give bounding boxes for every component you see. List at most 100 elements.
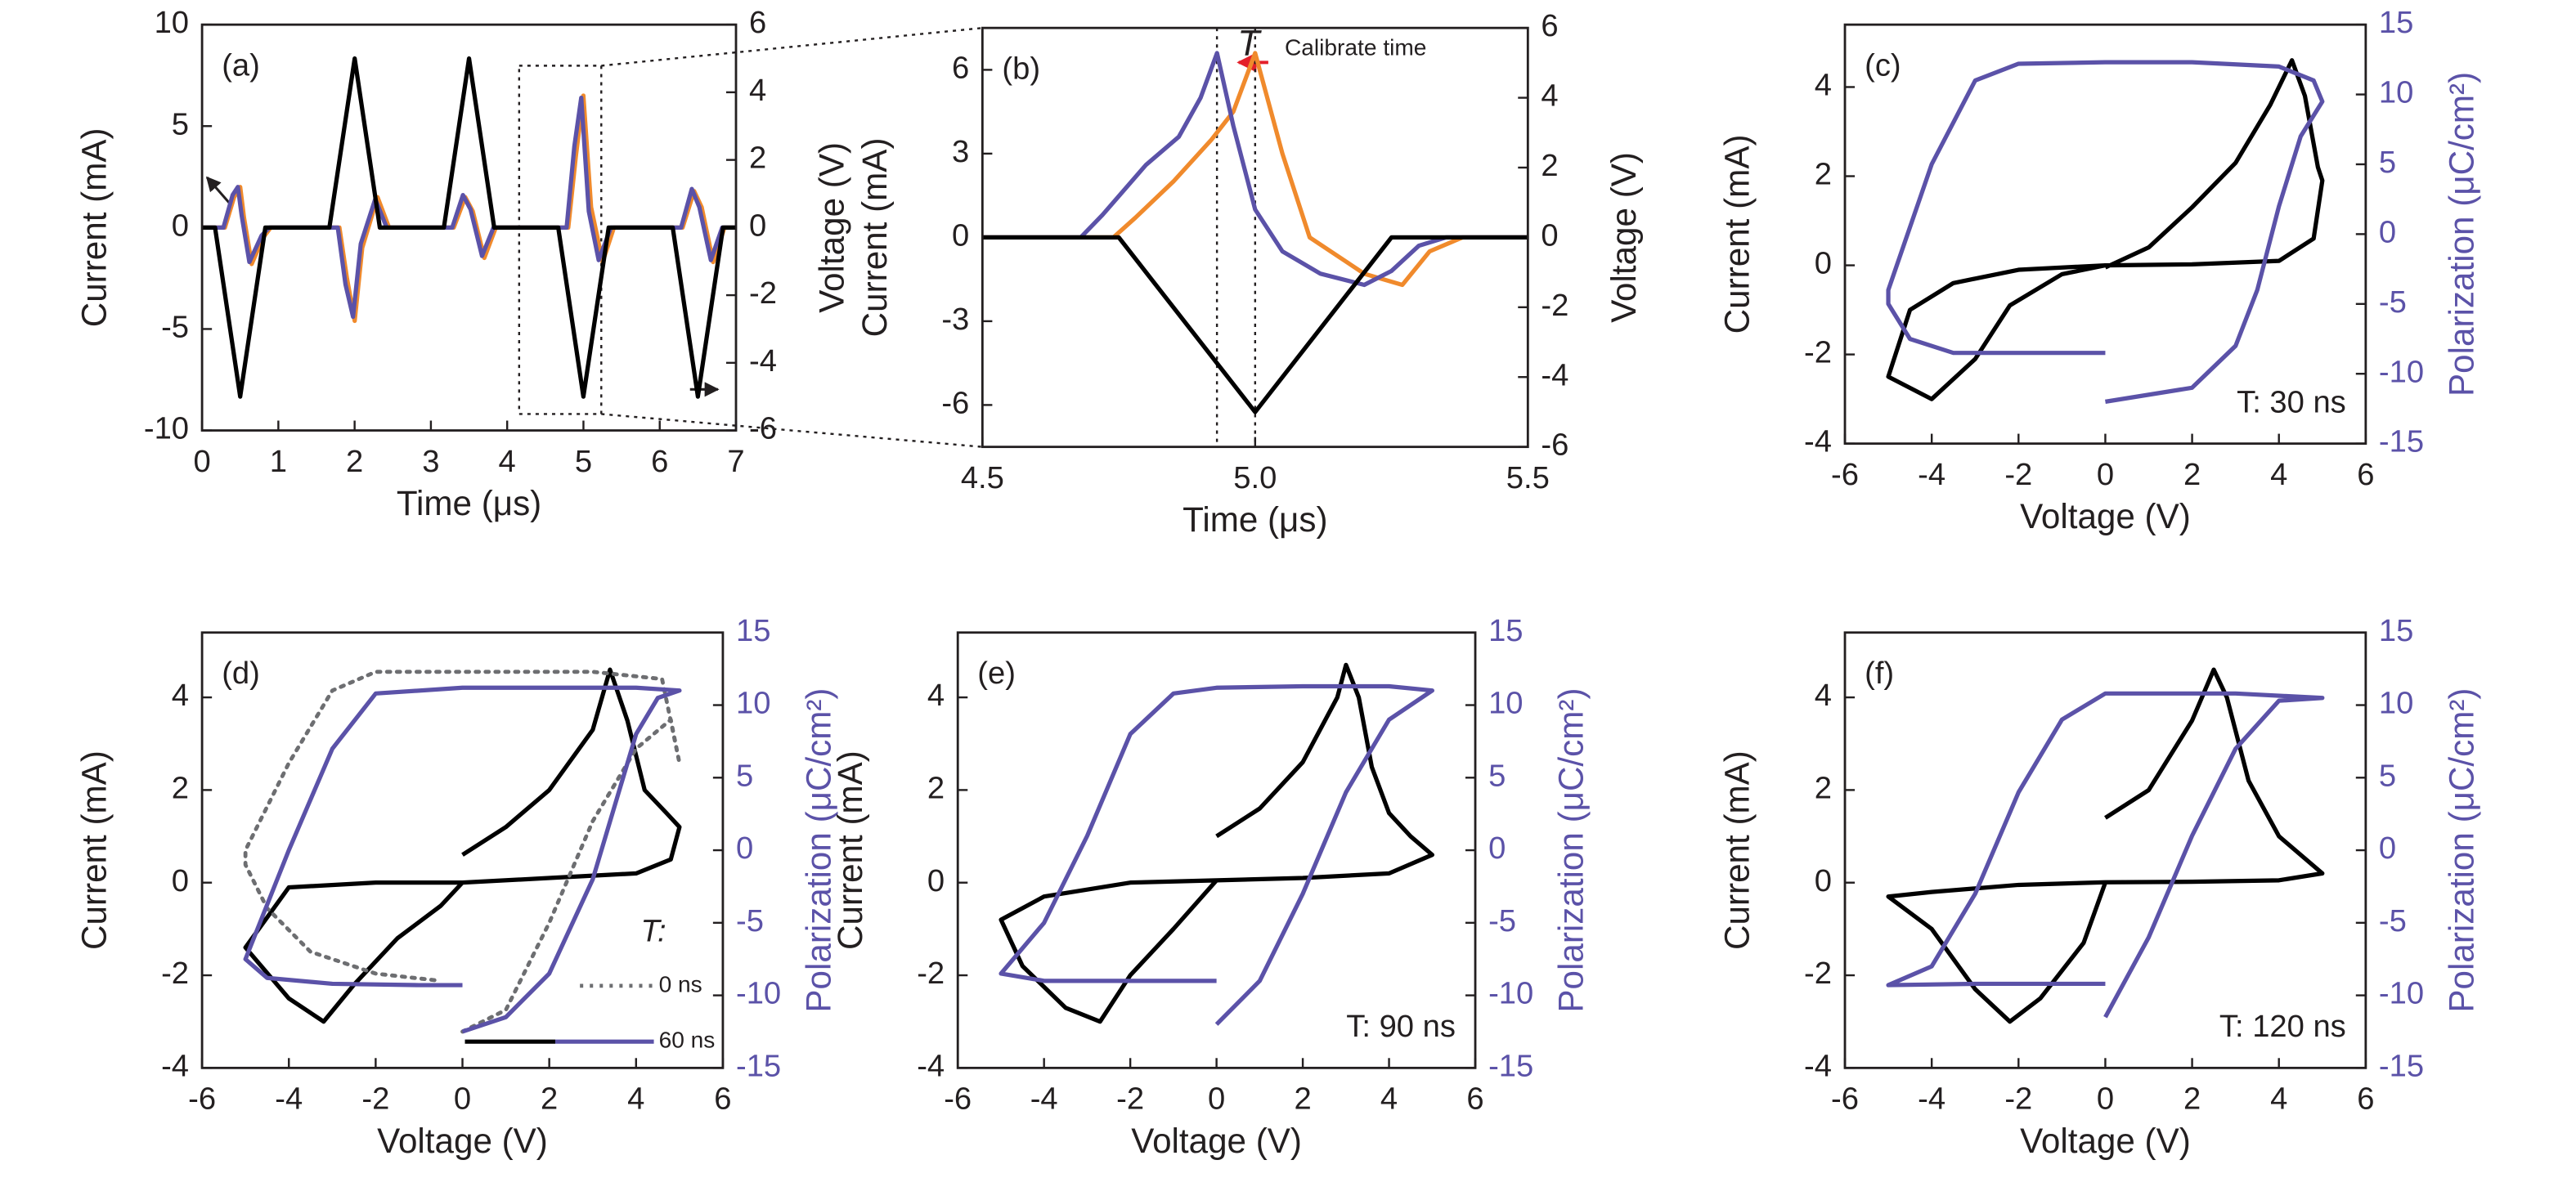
x-axis-label: Voltage (V) xyxy=(2020,497,2191,535)
x-tick-label: 2 xyxy=(346,444,363,479)
y2-tick-label: -5 xyxy=(2379,903,2407,938)
y-tick-label: 0 xyxy=(1815,863,1832,898)
x-axis-label: Voltage (V) xyxy=(2020,1122,2191,1160)
y2-tick-label: 2 xyxy=(749,141,766,176)
x-tick-label: -6 xyxy=(1831,457,1859,492)
y-tick-label: 4 xyxy=(172,678,189,713)
y2-tick-label: 15 xyxy=(736,613,770,648)
x-tick-label: 6 xyxy=(651,444,668,479)
y-tick-label: 6 xyxy=(952,50,969,85)
y2-tick-label: -6 xyxy=(1541,428,1568,463)
panel: 0 1 2 3 4 5 6 7 -10 -5 0 5 10 -6 -4 -2 0 2 4 6 (a) Time (μs) C… xyxy=(75,5,851,522)
x-tick-label: -6 xyxy=(1831,1082,1859,1117)
y2-tick-label: 5 xyxy=(736,758,753,793)
panel-label: (f) xyxy=(1865,656,1894,691)
zoom-line xyxy=(601,26,983,67)
y2-tick-label: 6 xyxy=(1541,8,1558,43)
y2-tick-label: 5 xyxy=(1488,758,1506,793)
y-tick-label: -4 xyxy=(1804,1048,1832,1083)
y2-tick-label: -4 xyxy=(1541,357,1568,392)
panel-label: (b) xyxy=(1002,51,1040,86)
panel-label: (e) xyxy=(977,656,1016,691)
y2-axis-label: Voltage (V) xyxy=(813,142,851,313)
x-tick-label: 0 xyxy=(2097,457,2114,492)
x-tick-label: 0 xyxy=(2097,1082,2114,1117)
y-tick-label: 2 xyxy=(1815,770,1832,805)
y2-tick-label: 5 xyxy=(2379,145,2396,180)
x-tick-label: 2 xyxy=(2183,457,2201,492)
y2-tick-label: 15 xyxy=(2379,5,2413,40)
y2-tick-label: 0 xyxy=(2379,831,2396,866)
y-axis-label: Current (mA) xyxy=(75,750,114,950)
legend-title: T: xyxy=(640,914,666,949)
y2-tick-label: -10 xyxy=(736,976,781,1011)
plot-frame xyxy=(1843,23,2367,446)
annotation: T: 30 ns xyxy=(2237,384,2346,419)
y-tick-label: 0 xyxy=(172,863,189,898)
annotation: T: 90 ns xyxy=(1346,1009,1456,1044)
x-tick-label: -2 xyxy=(1116,1082,1144,1117)
plot-frame xyxy=(956,631,1477,1069)
annotation: T xyxy=(1237,24,1262,64)
y2-tick-label: 15 xyxy=(2379,613,2413,648)
y-axis-label: Current (mA) xyxy=(1718,134,1757,334)
x-tick-label: -2 xyxy=(2004,1082,2032,1117)
y2-tick-label: -15 xyxy=(2379,424,2424,459)
x-tick-label: 7 xyxy=(727,444,744,479)
y2-axis-label: Polarization (μC/cm²) xyxy=(2443,688,2481,1012)
series-line xyxy=(202,56,737,399)
panel: -6 -4 -2 0 2 4 6-4-2024-15-10-5051015(f)Voltag… xyxy=(1718,613,2481,1160)
x-tick-label: -2 xyxy=(361,1082,389,1117)
x-tick-label: 4 xyxy=(627,1082,644,1117)
series-line xyxy=(1886,691,2325,1019)
y-axis-label: Current (mA) xyxy=(831,750,869,950)
y-tick-label: -2 xyxy=(917,956,945,991)
y2-tick-label: 0 xyxy=(736,831,753,866)
y2-axis-label: Voltage (V) xyxy=(1604,152,1643,323)
y-tick-label: -10 xyxy=(144,411,189,446)
series-line xyxy=(999,683,1434,1026)
x-tick-label: 2 xyxy=(2183,1082,2201,1117)
y-tick-label: 0 xyxy=(172,208,189,243)
zoom-box xyxy=(518,65,603,415)
x-axis-label: Voltage (V) xyxy=(377,1122,548,1160)
y-axis-label: Current (mA) xyxy=(1718,750,1757,950)
y2-tick-label: 5 xyxy=(2379,758,2396,793)
y-tick-label: 0 xyxy=(952,217,969,253)
x-tick-label: 4 xyxy=(2270,457,2287,492)
y2-tick-label: -15 xyxy=(736,1048,781,1083)
series-line xyxy=(202,95,737,320)
y2-tick-label: 2 xyxy=(1541,148,1558,183)
axis-arrow xyxy=(205,176,231,205)
x-tick-label: 0 xyxy=(1208,1082,1225,1117)
y-axis-label: Current (mA) xyxy=(855,137,894,337)
series-line xyxy=(982,51,1528,288)
x-tick-label: 6 xyxy=(714,1082,731,1117)
series-line xyxy=(982,235,1528,414)
x-tick-label: 3 xyxy=(422,444,439,479)
x-tick-label: 4.5 xyxy=(961,460,1004,495)
y2-tick-label: 10 xyxy=(736,686,770,721)
y2-tick-label: -10 xyxy=(2379,354,2424,389)
legend-label: 0 ns xyxy=(659,971,702,997)
x-tick-label: 0 xyxy=(454,1082,471,1117)
panel: -6 -4 -2 0 2 4 6-4-2024-15-10-5051015(c)Voltag… xyxy=(1718,5,2481,535)
plot-frame xyxy=(200,23,738,432)
y2-tick-label: -6 xyxy=(749,411,777,446)
y2-tick-label: -4 xyxy=(749,343,777,378)
y2-tick-label: 15 xyxy=(1488,613,1523,648)
x-tick-label: 2 xyxy=(1294,1082,1311,1117)
x-tick-label: 5 xyxy=(575,444,592,479)
y2-tick-label: 6 xyxy=(749,5,766,40)
y2-tick-label: 0 xyxy=(749,208,766,243)
x-tick-label: 4 xyxy=(1380,1082,1398,1117)
x-tick-label: -4 xyxy=(1918,457,1945,492)
y-tick-label: -4 xyxy=(1804,424,1832,459)
panel-label: (d) xyxy=(222,656,260,691)
legend-label: 60 ns xyxy=(659,1028,716,1053)
x-tick-label: 5.0 xyxy=(1233,460,1277,495)
x-tick-label: 1 xyxy=(270,444,287,479)
x-tick-label: 0 xyxy=(193,444,210,479)
y-tick-label: 10 xyxy=(155,5,189,40)
